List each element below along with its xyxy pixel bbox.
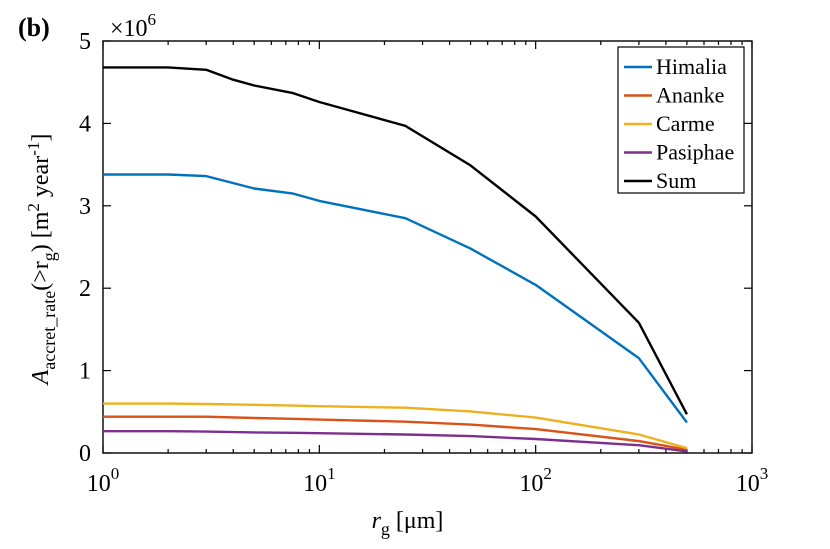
y-tick-label: 4 [79,111,91,137]
plot-area [102,40,753,454]
x-axis-label: rg [μm] [372,508,444,539]
legend-label: Carme [656,111,715,136]
series-line-ananke [103,415,688,451]
legend-label: Himalia [656,54,727,79]
y-tick-label: 0 [79,441,91,467]
series-line-carme [103,402,688,450]
series-line-sum [103,66,688,415]
x-tick-label: 102 [519,464,552,497]
panel-label: (b) [18,13,50,42]
y-tick-label: 5 [79,29,91,55]
series-lines [103,66,688,453]
x-tick-label: 100 [87,464,120,497]
series-line-himalia [103,173,688,424]
legend-box [617,46,745,194]
y-tick-label: 2 [79,276,91,302]
axis-ticks: 100 101 102 103 0 1 2 3 4 5 [79,29,768,497]
legend-label: Ananke [656,83,724,108]
y-tick-label: 3 [79,194,91,220]
legend-label: Sum [656,168,696,193]
y-multiplier-label: ×106 [110,10,156,42]
legend-label: Pasiphae [656,140,734,165]
x-tick-label: 103 [736,464,769,497]
y-tick-label: 1 [79,359,91,385]
y-axis-label: Aaccret_rate(>rg) [m2 year-1] [24,134,59,387]
series-line-pasiphae [103,430,688,453]
legend: Himalia Ananke Carme Pasiphae Sum [617,46,745,194]
x-tick-label: 101 [303,464,336,497]
